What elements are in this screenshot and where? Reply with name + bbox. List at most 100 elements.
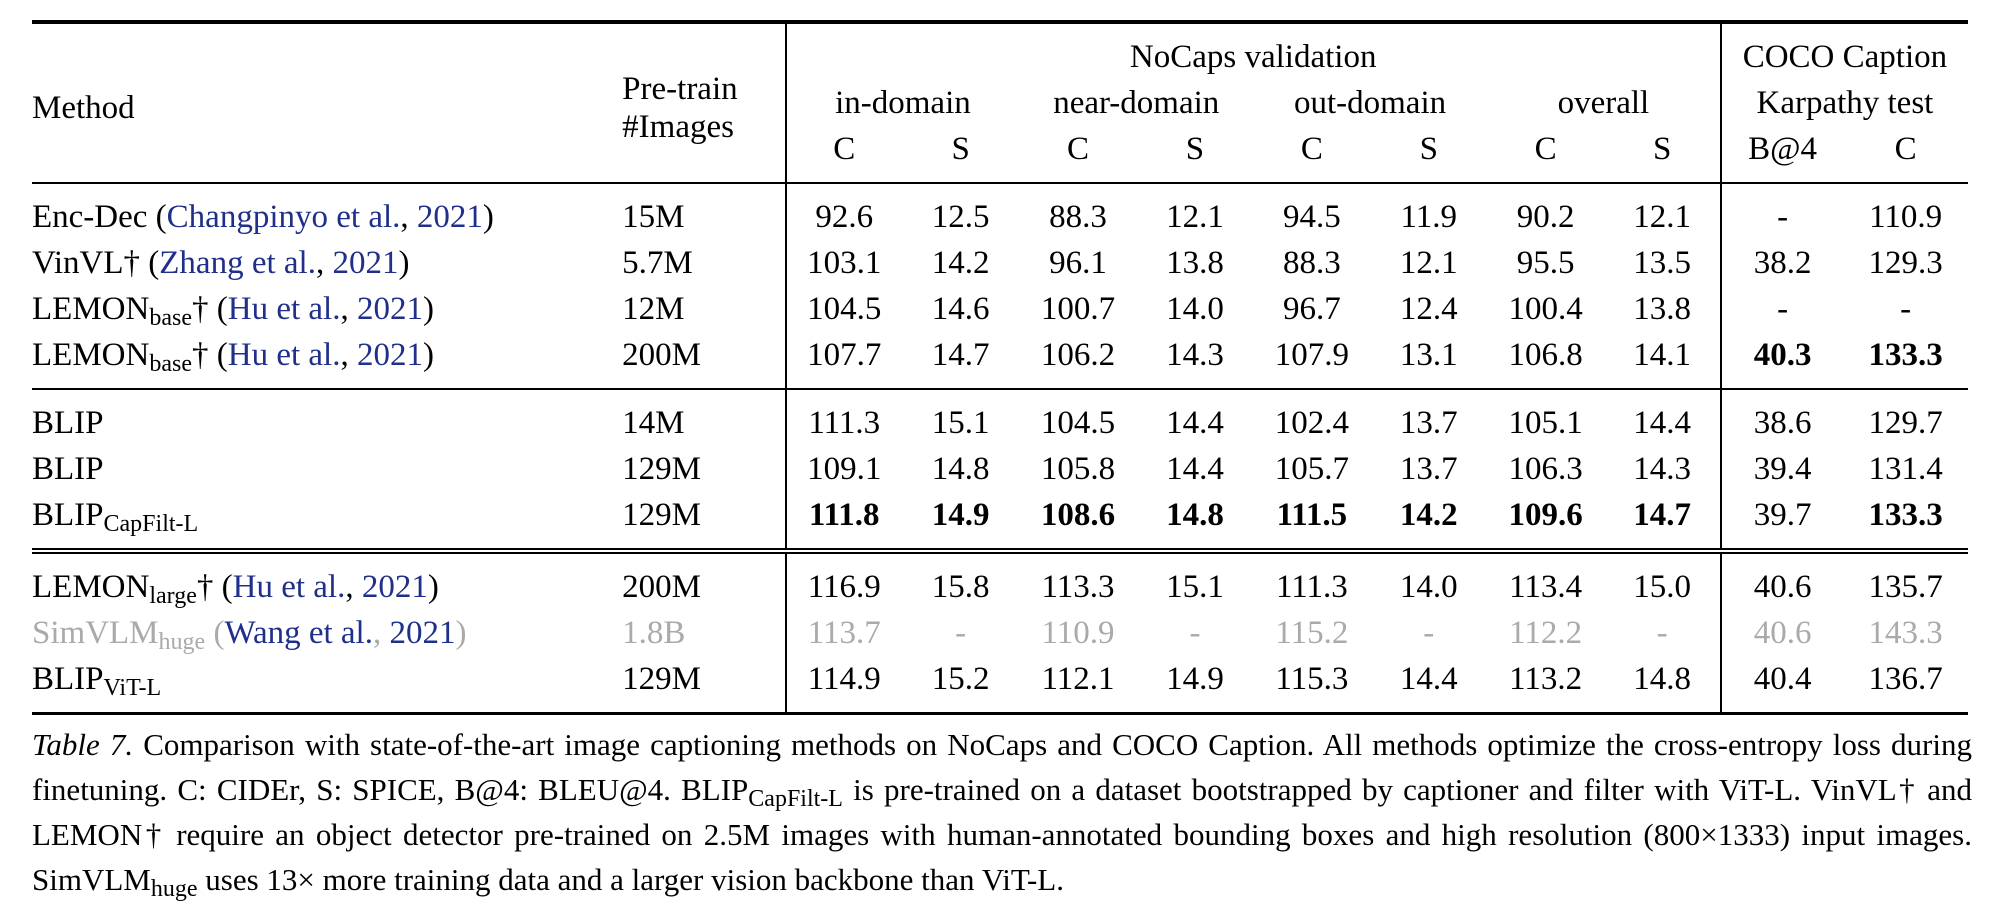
- value-cell: 40.4: [1719, 656, 1844, 715]
- citation-close: ): [427, 569, 439, 605]
- citation-open: (: [213, 569, 233, 605]
- group-header: out-domain: [1293, 85, 1447, 121]
- citation-year: 2021: [361, 569, 428, 605]
- value-cell: 129.3: [1868, 245, 1943, 281]
- metric-header: B@4: [1719, 126, 1844, 183]
- value-cell: 15.1: [901, 388, 1020, 446]
- pretrain-header-line1: Pre-train: [622, 71, 738, 107]
- nocaps-header: NoCaps validation: [784, 20, 1721, 80]
- method-name: Enc-Dec: [32, 199, 148, 235]
- method-column-header: Method: [32, 20, 623, 183]
- table-row: BLIP 14M 111.3 15.1 104.5 14.4 102.4 13.7 105.1 1…: [32, 388, 1968, 446]
- value-cell: 14.8: [931, 451, 990, 487]
- table-row: LEMONbase† (Hu et al., 2021) 12M 104.5 14.6…: [32, 286, 1968, 332]
- citation-year: 2021: [416, 199, 483, 235]
- table-row: VinVL† (Zhang et al., 2021) 5.7M 103.1 14.2…: [32, 240, 1968, 286]
- coco-header-line1: COCO Caption: [1719, 20, 1968, 80]
- value-cell: 13.5: [1633, 245, 1691, 281]
- value-cell: 14.8: [1604, 656, 1721, 715]
- value-cell: 15.2: [901, 656, 1020, 715]
- value-cell: 40.3: [1719, 332, 1844, 389]
- value-cell: 106.3: [1508, 451, 1583, 487]
- method-name: SimVLM: [32, 615, 159, 651]
- value-cell: 12.1: [1136, 182, 1254, 240]
- citation-author: Wang et al.: [224, 615, 373, 651]
- value-cell: 14.8: [1166, 497, 1224, 533]
- pretrain-images-cell: 12M: [622, 291, 685, 327]
- method-name: LEMON: [32, 337, 150, 373]
- citation-open: (: [147, 199, 167, 235]
- pretrain-column-header: Pre-train #Images: [622, 20, 786, 183]
- value-cell: 143.3: [1868, 615, 1943, 651]
- value-cell: 109.6: [1508, 497, 1583, 533]
- dagger-mark: †: [191, 337, 209, 373]
- value-cell: 109.1: [784, 446, 902, 492]
- value-cell: 88.3: [1019, 182, 1137, 240]
- value-cell: 106.8: [1508, 337, 1583, 373]
- caption-text: is pre-trained on a dataset bootstrapped…: [32, 772, 1973, 897]
- metric-header: C: [784, 126, 902, 183]
- value-cell: 11.9: [1370, 182, 1487, 240]
- method-cell: BLIPViT-L: [32, 656, 623, 715]
- method-subscript: huge: [158, 629, 206, 655]
- method-cell: LEMONlarge† (Hu et al., 2021): [32, 548, 623, 610]
- value-cell: 105.1: [1486, 388, 1605, 446]
- value-cell: 112.1: [1019, 656, 1137, 715]
- value-cell: 113.7: [784, 610, 902, 656]
- value-cell: 94.5: [1253, 182, 1371, 240]
- citation-separator: ,: [340, 291, 357, 327]
- caption-subscript: huge: [150, 876, 198, 902]
- method-cell: BLIP: [32, 446, 622, 492]
- citation-close: ): [422, 291, 434, 327]
- citation-author: Hu et al.: [232, 569, 346, 605]
- value-cell: -: [1900, 291, 1912, 327]
- value-cell: 100.7: [1040, 291, 1116, 327]
- value-cell: 104.5: [784, 286, 902, 332]
- citation-author: Hu et al.: [227, 337, 341, 373]
- pretrain-images-cell: 200M: [622, 337, 702, 373]
- value-cell: 14.6: [931, 291, 990, 327]
- value-cell: 14.0: [1370, 548, 1487, 610]
- value-cell: 12.1: [1399, 245, 1458, 281]
- method-name: BLIP: [32, 405, 104, 441]
- value-cell: 14.1: [1633, 337, 1691, 373]
- value-cell: 113.2: [1486, 656, 1605, 715]
- value-cell: 106.2: [1040, 337, 1116, 373]
- value-cell: 113.3: [1019, 548, 1137, 610]
- coco-header-line2: Karpathy test: [1719, 80, 1968, 126]
- value-cell: 12.5: [901, 182, 1020, 240]
- value-cell: 115.2: [1275, 615, 1349, 651]
- value-cell: 15.8: [901, 548, 1020, 610]
- value-cell: 115.3: [1253, 656, 1371, 715]
- method-cell: SimVLMhuge (Wang et al., 2021): [32, 610, 622, 656]
- value-cell: 14.9: [931, 497, 990, 533]
- method-name: LEMON: [32, 569, 150, 605]
- value-cell: 14.7: [931, 337, 990, 373]
- value-cell: 38.6: [1719, 388, 1844, 446]
- pretrain-header-line2: #Images: [622, 109, 734, 145]
- value-cell: 39.4: [1719, 446, 1844, 492]
- value-cell: 12.1: [1604, 182, 1721, 240]
- table-row: BLIPCapFilt-L 129M 111.8 14.9 108.6 14.8 111.5…: [32, 492, 1968, 551]
- value-cell: 40.6: [1719, 610, 1844, 656]
- method-cell: BLIPCapFilt-L: [32, 492, 622, 551]
- value-cell: 14.4: [1370, 656, 1487, 715]
- value-cell: 104.5: [1019, 388, 1137, 446]
- value-cell: 14.7: [1633, 497, 1691, 533]
- value-cell: 95.5: [1516, 245, 1575, 281]
- method-subscript: CapFilt-L: [103, 511, 199, 537]
- value-cell: 14.0: [1166, 291, 1224, 327]
- value-cell: 12.4: [1399, 291, 1458, 327]
- citation-close: ): [398, 245, 410, 281]
- citation-separator: ,: [340, 337, 357, 373]
- pretrain-images-cell: 129M: [622, 656, 786, 715]
- citation-separator: ,: [315, 245, 333, 281]
- citation-open: (: [205, 615, 225, 651]
- value-cell: 13.7: [1399, 451, 1458, 487]
- method-cell: LEMONbase† (Hu et al., 2021): [32, 286, 622, 332]
- metric-header: C: [1067, 131, 1090, 167]
- table-row: SimVLMhuge (Wang et al., 2021) 1.8B 113.7-…: [32, 610, 1968, 656]
- value-cell: 129.7: [1843, 388, 1968, 446]
- citation-open: (: [208, 337, 228, 373]
- pretrain-images-cell: 5.7M: [622, 245, 693, 281]
